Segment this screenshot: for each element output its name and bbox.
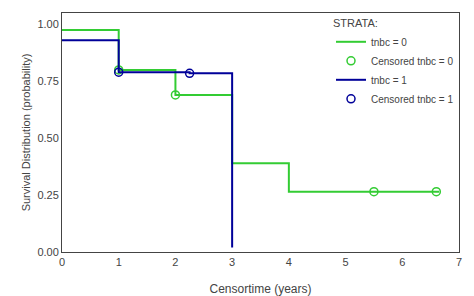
svg-text:0.50: 0.50: [37, 132, 58, 144]
svg-text:5: 5: [343, 256, 349, 268]
svg-text:7: 7: [456, 256, 462, 268]
svg-text:STRATA:: STRATA:: [333, 17, 378, 29]
svg-text:tnbc = 1: tnbc = 1: [371, 75, 407, 86]
svg-text:6: 6: [399, 256, 405, 268]
svg-text:Survival Distribution (probabi: Survival Distribution (probability): [20, 54, 32, 212]
svg-text:1.00: 1.00: [37, 18, 58, 30]
svg-text:Censored tnbc = 0: Censored tnbc = 0: [371, 56, 453, 67]
svg-text:0: 0: [59, 256, 65, 268]
svg-text:Censortime (years): Censortime (years): [209, 282, 311, 296]
svg-text:2: 2: [172, 256, 178, 268]
svg-text:0.25: 0.25: [37, 189, 58, 201]
svg-text:tnbc = 0: tnbc = 0: [371, 37, 407, 48]
svg-text:Censored tnbc = 1: Censored tnbc = 1: [371, 94, 453, 105]
svg-text:4: 4: [286, 256, 292, 268]
svg-text:1: 1: [116, 256, 122, 268]
svg-text:3: 3: [229, 256, 235, 268]
svg-text:0.75: 0.75: [37, 75, 58, 87]
svg-text:0.00: 0.00: [37, 246, 58, 258]
